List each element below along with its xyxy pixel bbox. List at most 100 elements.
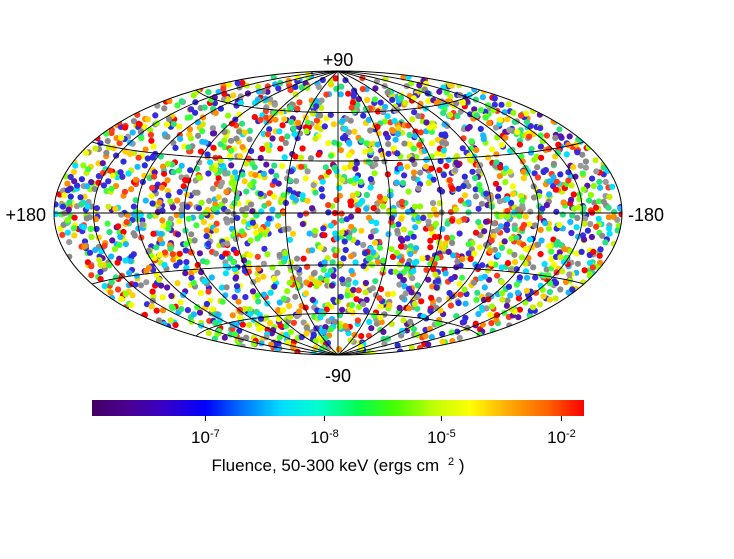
burst-point — [539, 138, 546, 145]
burst-point — [540, 293, 547, 300]
burst-point — [217, 182, 224, 190]
burst-point — [478, 200, 485, 207]
burst-point — [169, 251, 176, 258]
burst-point — [115, 286, 122, 293]
burst-point — [442, 240, 449, 247]
burst-point — [369, 349, 376, 355]
burst-point — [280, 295, 288, 302]
burst-point — [553, 178, 560, 185]
burst-point — [341, 165, 348, 172]
burst-point — [271, 162, 278, 169]
burst-point — [203, 233, 210, 240]
burst-point — [433, 211, 440, 218]
burst-point — [495, 185, 502, 192]
burst-point — [271, 110, 278, 117]
burst-point — [473, 296, 480, 303]
burst-point — [72, 162, 79, 169]
burst-point — [499, 296, 506, 303]
burst-point — [559, 211, 566, 218]
burst-point — [367, 176, 374, 183]
burst-point — [83, 183, 90, 190]
burst-point — [187, 167, 194, 174]
burst-point — [556, 126, 563, 133]
burst-point — [293, 178, 300, 185]
burst-point — [196, 250, 203, 257]
burst-point — [414, 282, 421, 289]
burst-point — [534, 164, 541, 171]
burst-point — [70, 168, 77, 176]
burst-point — [412, 224, 419, 231]
burst-point — [255, 265, 262, 272]
burst-point — [595, 198, 602, 205]
burst-point — [410, 169, 418, 176]
burst-point — [497, 223, 504, 230]
burst-point — [277, 145, 284, 152]
burst-point — [408, 289, 415, 296]
burst-point — [459, 256, 466, 263]
burst-point — [349, 99, 356, 106]
burst-point — [106, 262, 113, 269]
burst-point — [257, 315, 265, 322]
burst-point — [504, 213, 511, 220]
burst-point — [161, 170, 168, 177]
burst-point — [319, 193, 326, 200]
burst-point — [443, 163, 450, 170]
burst-point — [418, 298, 425, 305]
burst-point — [97, 276, 104, 283]
burst-point — [550, 261, 558, 268]
burst-point — [85, 166, 92, 173]
burst-point — [389, 253, 397, 260]
burst-point — [246, 306, 253, 313]
burst-point — [276, 299, 283, 306]
burst-point — [506, 168, 514, 175]
burst-point — [485, 154, 492, 161]
burst-point — [146, 213, 153, 220]
burst-point — [178, 162, 185, 169]
burst-point — [475, 168, 482, 175]
burst-point — [273, 172, 280, 179]
burst-point — [505, 283, 513, 290]
burst-point — [404, 163, 411, 170]
burst-point — [440, 147, 447, 154]
burst-point — [87, 225, 94, 233]
burst-point — [78, 176, 85, 183]
burst-point — [518, 192, 525, 200]
burst-point — [228, 147, 235, 154]
burst-point — [455, 185, 462, 192]
burst-point — [113, 135, 120, 142]
burst-point — [467, 145, 475, 152]
burst-point — [531, 222, 539, 229]
burst-point — [84, 203, 91, 210]
burst-point — [292, 293, 299, 300]
burst-point — [128, 186, 135, 193]
burst-point — [600, 164, 607, 171]
burst-point — [108, 279, 115, 286]
burst-point — [610, 213, 617, 220]
burst-point — [242, 294, 249, 301]
burst-point — [218, 284, 226, 291]
burst-point — [503, 221, 511, 228]
burst-point — [353, 175, 360, 182]
burst-point — [392, 136, 399, 143]
burst-point — [481, 284, 488, 291]
burst-point — [459, 274, 466, 281]
burst-point — [251, 164, 258, 171]
burst-point — [159, 163, 167, 170]
burst-point — [71, 232, 78, 239]
burst-point — [293, 264, 300, 271]
burst-point — [543, 132, 551, 139]
burst-point — [491, 95, 498, 102]
burst-point — [427, 237, 434, 244]
burst-point — [371, 312, 378, 319]
burst-point — [466, 123, 473, 131]
burst-point — [110, 145, 117, 152]
burst-point — [226, 153, 234, 160]
burst-point — [476, 181, 483, 188]
burst-point — [388, 246, 395, 253]
burst-point — [170, 204, 177, 211]
burst-point — [331, 318, 338, 325]
burst-point — [436, 167, 443, 174]
burst-point — [315, 151, 322, 158]
burst-point — [285, 302, 293, 310]
burst-point — [133, 272, 140, 279]
